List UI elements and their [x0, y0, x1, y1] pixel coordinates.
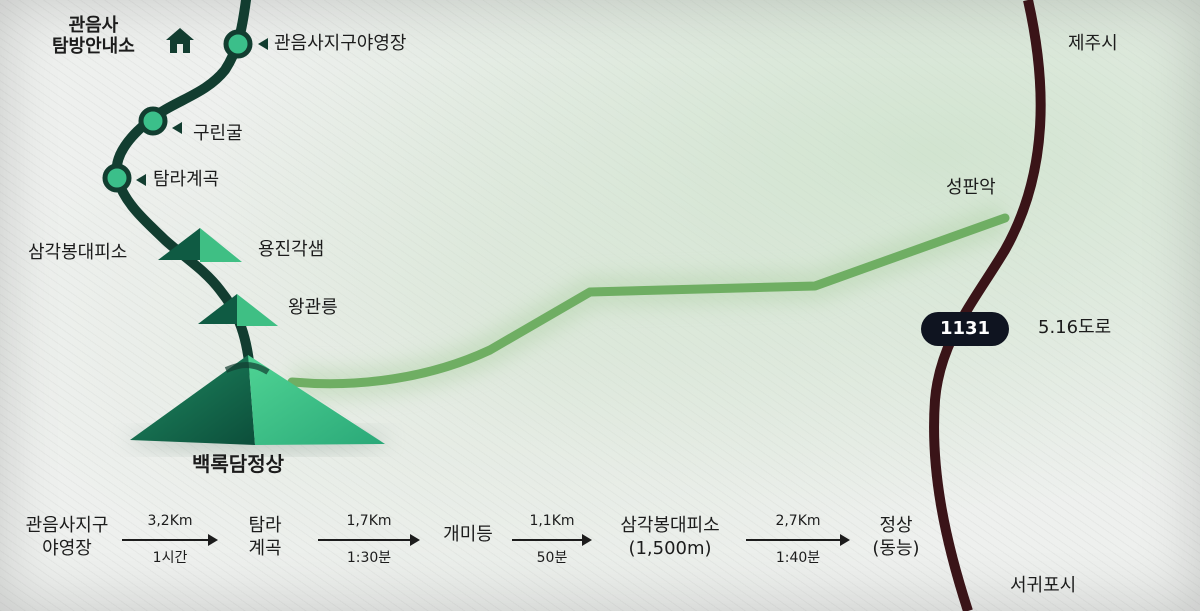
seongpanak-trail-glow — [290, 203, 1011, 399]
yongjin-peak-right — [200, 228, 242, 262]
course-step-1: 관음사지구 야영장 — [12, 515, 122, 560]
summit-peak-right — [248, 355, 385, 445]
segment-2-arrow — [318, 534, 420, 546]
segment-1-distance: 3,2Km — [147, 513, 193, 529]
course-step-3: 개미등 — [432, 524, 504, 547]
pointer-gurin — [172, 122, 182, 134]
segment-1-time: 1시간 — [152, 550, 188, 566]
gurin-cave-label: 구린굴 — [193, 123, 243, 144]
campground-label: 관음사지구야영장 — [274, 33, 407, 54]
info-center-line2: 탐방안내소 — [52, 35, 135, 57]
road-number-badge: 1131 — [921, 312, 1009, 346]
course-step-5: 정상 (동능) — [860, 515, 932, 560]
wanggwan-peak-left — [198, 294, 237, 324]
segment-4-distance: 2,7Km — [775, 513, 821, 529]
road-516 — [929, 0, 1046, 611]
pointer-tamra — [136, 174, 146, 186]
node-tamra-valley — [102, 163, 132, 193]
course-step-4: 삼각봉대피소 (1,500m) — [604, 515, 736, 560]
wanggwan-peak-right — [237, 294, 278, 326]
seogwipo-city-label: 서귀포시 — [1010, 575, 1077, 596]
yongjin-gaksaem-label: 용진각샘 — [258, 239, 325, 260]
info-center-line1: 관음사 — [68, 15, 119, 36]
course-step-3-line1: 개미등 — [443, 524, 493, 545]
summit-peak-left — [130, 355, 255, 445]
node-campground — [223, 29, 253, 59]
course-step-5-line2: (동능) — [872, 537, 920, 559]
seongpanak-label: 성판악 — [946, 177, 996, 198]
node-gurin-cave — [138, 106, 168, 136]
course-step-4-line2: (1,500m) — [628, 537, 712, 559]
course-step-1-line2: 야영장 — [42, 537, 92, 559]
info-center-label: 관음사 탐방안내소 — [52, 15, 135, 57]
summit-ridge — [224, 362, 270, 375]
pointer-campground — [258, 38, 268, 50]
course-step-5-line1: 정상 — [879, 515, 913, 536]
tamra-valley-label: 탐라계곡 — [153, 169, 220, 190]
segment-2-distance: 1,7Km — [346, 513, 392, 529]
summit-label: 백록담정상 — [192, 452, 284, 476]
segment-3-arrow — [512, 534, 592, 546]
course-step-1-line1: 관음사지구 — [25, 515, 109, 536]
house-icon — [166, 28, 194, 53]
segment-4-arrow — [746, 534, 850, 546]
segment-1-arrow — [122, 534, 218, 546]
course-step-2-line1: 탐라 — [248, 515, 282, 536]
jeju-city-label: 제주시 — [1068, 33, 1118, 54]
segment-4-time: 1:40분 — [775, 550, 821, 566]
segment-3-time: 50분 — [536, 550, 568, 566]
course-step-2-line2: 계곡 — [248, 537, 282, 559]
seongpanak-trail — [287, 213, 1010, 389]
course-step-4-line1: 삼각봉대피소 — [620, 515, 720, 536]
yongjin-peak-left — [158, 228, 200, 260]
road-name-label: 5.16도로 — [1038, 317, 1112, 338]
wanggwan-reung-label: 왕관릉 — [288, 297, 338, 318]
samgakbong-shelter-label: 삼각봉대피소 — [28, 242, 128, 263]
course-step-2: 탐라 계곡 — [230, 515, 300, 560]
segment-3-distance: 1,1Km — [529, 513, 575, 529]
segment-2-time: 1:30분 — [346, 550, 392, 566]
